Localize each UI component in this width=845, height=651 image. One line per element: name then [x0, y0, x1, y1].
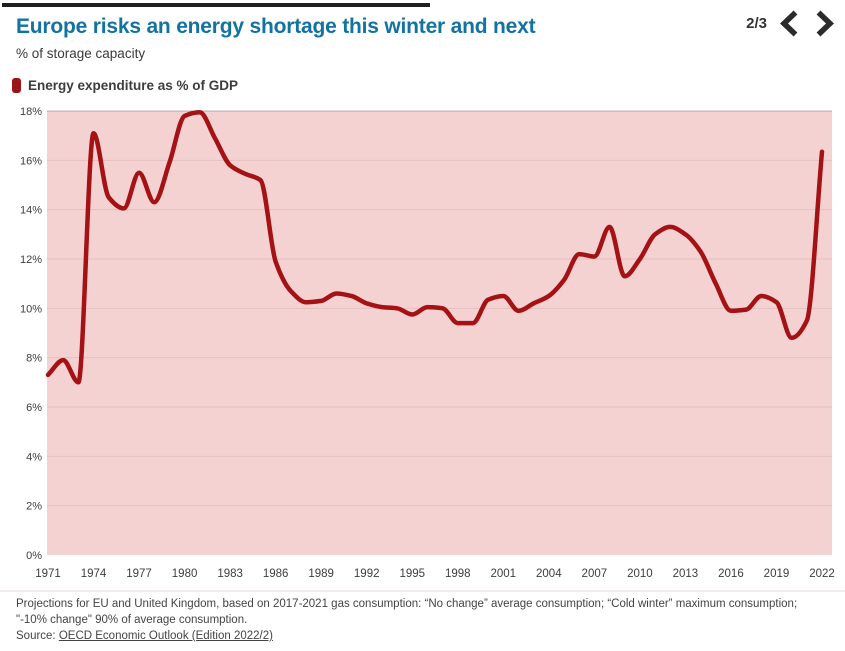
- x-tick-label: 1995: [399, 568, 425, 580]
- plot-background: [47, 111, 832, 555]
- y-tick-label: 4%: [26, 451, 42, 463]
- x-tick-label: 2022: [809, 568, 835, 580]
- chevron-left-icon: [780, 10, 798, 37]
- chevron-right-icon: [816, 10, 834, 37]
- next-chart-button[interactable]: [812, 10, 837, 37]
- prev-chart-button[interactable]: [777, 10, 802, 37]
- x-tick-label: 1989: [308, 568, 334, 580]
- x-tick-label: 2016: [718, 568, 744, 580]
- x-tick-label: 1980: [172, 568, 198, 580]
- y-tick-label: 6%: [26, 402, 42, 414]
- y-tick-label: 0%: [26, 550, 42, 562]
- x-tick-label: 2010: [627, 568, 653, 580]
- x-tick-label: 1977: [126, 568, 152, 580]
- x-tick-label: 1992: [354, 568, 380, 580]
- x-tick-label: 2001: [490, 568, 516, 580]
- x-tick-label: 2007: [582, 568, 608, 580]
- y-tick-label: 12%: [20, 254, 42, 266]
- y-tick-label: 8%: [26, 353, 42, 365]
- x-tick-label: 1974: [81, 568, 107, 580]
- x-tick-label: 1971: [35, 568, 61, 580]
- page-subtitle: % of storage capacity: [16, 46, 146, 61]
- page-title: Europe risks an energy shortage this win…: [16, 15, 536, 38]
- accent-bar: [2, 3, 430, 7]
- x-tick-label: 2013: [673, 568, 699, 580]
- source-prefix: Source:: [16, 630, 59, 642]
- line-chart: 0% 2% 4% 6% 8% 10% 12% 14% 16% 18% 1971 1974 1977 198…: [0, 106, 845, 592]
- y-tick-label: 10%: [20, 303, 42, 315]
- chart-footnote: Projections for EU and United Kingdom, b…: [16, 596, 820, 644]
- y-tick-label: 14%: [20, 205, 42, 217]
- x-tick-label: 1998: [445, 568, 471, 580]
- series-line: [45, 109, 825, 385]
- page-indicator: 2/3: [746, 15, 767, 32]
- x-tick-label: 2004: [536, 568, 562, 580]
- y-tick-label: 2%: [26, 501, 42, 513]
- pager: 2/3: [746, 10, 837, 37]
- chart-legend: Energy expenditure as % of GDP: [12, 78, 238, 93]
- source-link[interactable]: OECD Economic Outlook (Edition 2022/2): [58, 630, 273, 642]
- x-tick-label: 2019: [764, 568, 790, 580]
- x-tick-label: 1986: [263, 568, 289, 580]
- chart-area: 0% 2% 4% 6% 8% 10% 12% 14% 16% 18% 1971 1974 1977 198…: [0, 95, 845, 600]
- legend-label: Energy expenditure as % of GDP: [28, 78, 239, 93]
- footnote-text: Projections for EU and United Kingdom, b…: [16, 598, 798, 626]
- x-tick-label: 1983: [217, 568, 243, 580]
- y-tick-label: 16%: [20, 155, 42, 167]
- y-tick-label: 18%: [20, 106, 42, 118]
- legend-swatch: [12, 78, 21, 93]
